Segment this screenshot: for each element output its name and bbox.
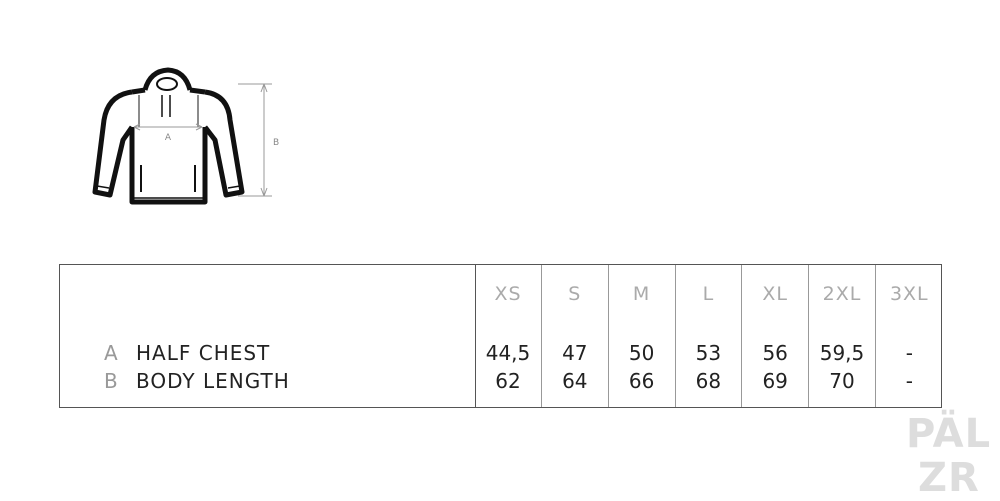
size-header: 2XL [822, 283, 862, 305]
size-value: 59,5 [819, 341, 865, 365]
logo-line2: ZR [918, 455, 980, 501]
size-value: 44,5 [485, 341, 531, 365]
size-value: 47 [562, 341, 588, 365]
measurement-labels: A HALF CHEST B BODY LENGTH [60, 265, 476, 407]
size-header: M [632, 283, 651, 305]
size-header: XL [762, 283, 788, 305]
row-label: HALF CHEST [136, 341, 271, 365]
size-value: - [905, 369, 913, 393]
size-header: 3XL [889, 283, 929, 305]
size-column-s: S 47 64 [542, 265, 609, 407]
size-column-2xl: 2XL 59,5 70 [809, 265, 876, 407]
size-value: 56 [762, 341, 788, 365]
palzr-logo: PÄL ZR [906, 412, 991, 500]
row-label-half-chest: A HALF CHEST [104, 341, 270, 365]
size-header: S [568, 283, 582, 305]
size-column-m: M 50 66 [609, 265, 676, 407]
size-value: 62 [495, 369, 521, 393]
hoodie-measurement-diagram: A B [92, 67, 279, 205]
size-header: XS [494, 283, 522, 305]
size-value: 66 [628, 369, 655, 393]
row-key: A [104, 341, 119, 365]
size-column-l: L 53 68 [675, 265, 743, 407]
size-value: 70 [829, 369, 855, 393]
size-value: - [905, 341, 913, 365]
size-column-xs: XS 44,5 62 [475, 265, 542, 407]
size-header: L [702, 283, 715, 305]
row-label-body-length: B BODY LENGTH [104, 369, 290, 393]
size-value: 53 [695, 341, 722, 365]
size-value: 50 [628, 341, 655, 365]
logo-line1: PÄL [906, 411, 992, 457]
label-b: B [273, 138, 279, 148]
label-a: A [165, 133, 172, 143]
size-value: 64 [562, 369, 588, 393]
size-column-xl: XL 56 69 [742, 265, 810, 407]
row-label: BODY LENGTH [136, 369, 290, 393]
size-table: A HALF CHEST B BODY LENGTH XS 44,5 62 S 47 64 M 5… [59, 264, 942, 408]
row-key: B [104, 369, 119, 393]
size-column-3xl: 3XL - - [876, 265, 943, 407]
size-value: 69 [762, 369, 788, 393]
size-value: 68 [695, 369, 722, 393]
